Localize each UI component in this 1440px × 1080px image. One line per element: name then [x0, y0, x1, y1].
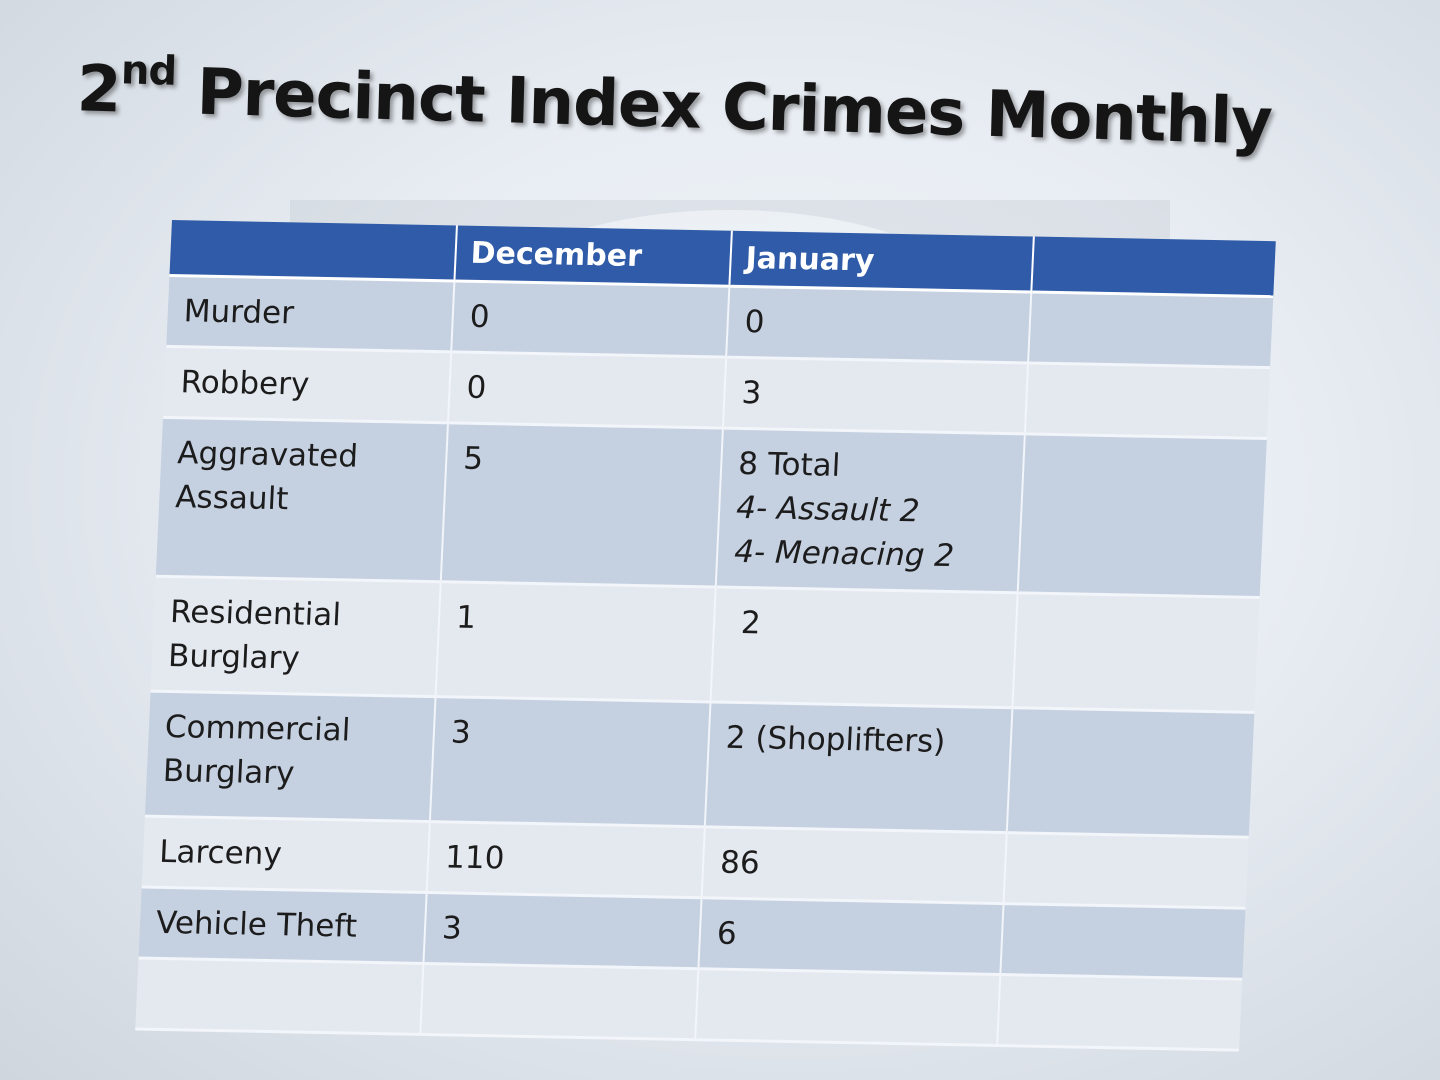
january-cell — [695, 968, 1001, 1046]
january-breakdown-menacing: 4- Menacing 2 — [733, 533, 955, 575]
empty-cell — [1003, 832, 1249, 909]
december-cell: 3 — [429, 696, 711, 827]
crime-type-cell: Aggravated Assault — [155, 417, 448, 582]
january-total: 8 Total — [737, 445, 842, 484]
december-cell: 0 — [447, 351, 727, 429]
january-cell: 8 Total 4- Assault 2 4- Menacing 2 — [715, 428, 1025, 593]
crime-type-line: Residential — [169, 594, 342, 634]
january-cell: 2 — [710, 587, 1018, 708]
empty-cell — [1012, 592, 1260, 713]
crime-type-cell: Residential Burglary — [150, 576, 441, 697]
table-row: Commercial Burglary 3 2 (Shoplifters) — [144, 691, 1255, 838]
december-cell: 1 — [435, 581, 716, 702]
header-empty — [1031, 236, 1276, 297]
crime-type-line: Assault — [174, 479, 290, 518]
january-breakdown-assault: 4- Assault 2 — [735, 489, 921, 530]
crime-type-cell: Commercial Burglary — [144, 691, 436, 822]
crime-table-container: December January Murder 0 0 Robbery 0 3 — [135, 220, 1276, 1052]
index-crimes-table: December January Murder 0 0 Robbery 0 3 — [135, 220, 1276, 1052]
january-cell: 86 — [701, 826, 1007, 904]
crime-type-line: Commercial — [164, 708, 352, 749]
slide-title-text: Precinct Index Crimes Monthly — [174, 55, 1273, 160]
slide-title-ordinal: nd — [120, 47, 177, 95]
empty-cell — [1000, 903, 1246, 980]
december-cell: 110 — [426, 821, 705, 898]
header-december: December — [454, 225, 732, 287]
slide-title: 2nd Precinct Index Crimes Monthly — [75, 47, 1368, 162]
crime-type-cell: Vehicle Theft — [138, 887, 427, 964]
crime-type-cell: Larceny — [141, 816, 430, 893]
crime-type-cell — [135, 957, 424, 1035]
january-cell: 2 (Shoplifters) — [704, 701, 1013, 833]
slide-title-number: 2 — [75, 52, 122, 128]
january-cell: 6 — [698, 897, 1004, 975]
december-cell: 3 — [423, 892, 702, 969]
crime-type-line: Burglary — [162, 752, 296, 792]
empty-cell — [997, 974, 1243, 1051]
december-cell — [420, 963, 699, 1040]
table-row: Aggravated Assault 5 8 Total 4- Assault … — [155, 417, 1267, 598]
table-row: Residential Burglary 1 2 — [150, 576, 1260, 713]
january-cell: 3 — [722, 357, 1029, 434]
crime-type-line: Burglary — [167, 638, 301, 677]
empty-cell — [1017, 433, 1267, 598]
header-january: January — [729, 230, 1034, 293]
december-cell: 5 — [440, 422, 723, 588]
december-cell: 0 — [451, 280, 730, 358]
empty-cell — [1006, 707, 1255, 838]
empty-cell — [1024, 362, 1271, 439]
january-cell: 0 — [726, 286, 1032, 363]
crime-type-line: Aggravated — [176, 435, 359, 475]
header-crime-type — [169, 220, 457, 281]
crime-type-cell: Murder — [166, 275, 455, 352]
empty-cell — [1028, 292, 1274, 368]
crime-type-cell: Robbery — [163, 346, 452, 423]
